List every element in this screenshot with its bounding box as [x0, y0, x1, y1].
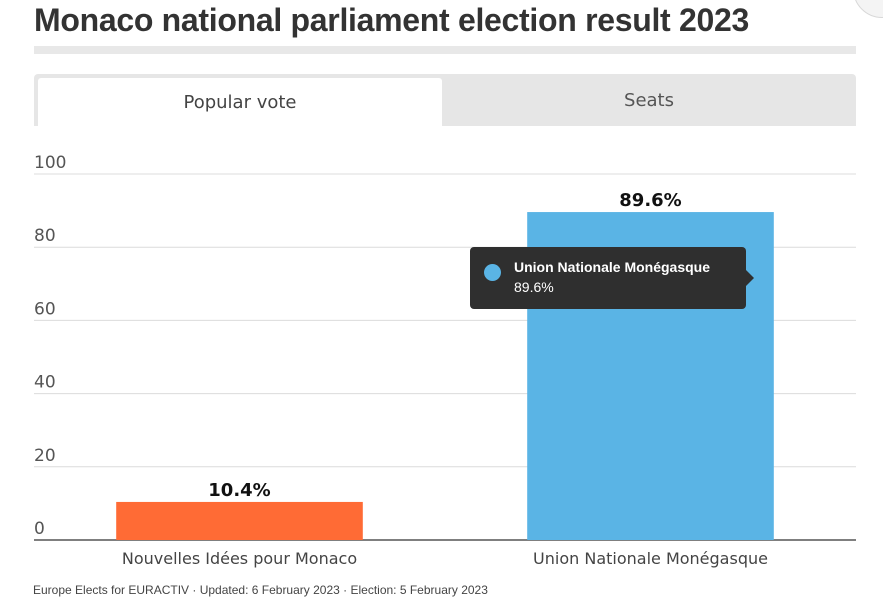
x-category-label: Union Nationale Monégasque: [533, 549, 768, 568]
chart-title: Monaco national parliament election resu…: [34, 2, 749, 38]
y-tick-label: 20: [34, 446, 56, 466]
title-underline: [34, 46, 856, 54]
chart-tabs: Popular vote Seats: [34, 74, 856, 126]
chart-tooltip: Union Nationale Monégasque 89.6%: [470, 247, 754, 309]
tab-seats[interactable]: Seats: [624, 89, 674, 111]
tab-popular-vote[interactable]: Popular vote: [38, 78, 442, 126]
tooltip-color-dot: [484, 264, 501, 281]
bar-data-label: 89.6%: [619, 190, 681, 211]
tooltip-value: 89.6%: [514, 279, 554, 295]
source-footer: Europe Elects for EURACTIV · Updated: 6 …: [33, 583, 488, 597]
y-tick-label: 100: [34, 153, 66, 173]
tooltip-series-name: Union Nationale Monégasque: [514, 259, 711, 275]
bar: [116, 501, 363, 540]
y-tick-label: 80: [34, 226, 56, 246]
y-tick-label: 60: [34, 299, 56, 319]
x-category-label: Nouvelles Idées pour Monaco: [122, 549, 357, 568]
y-tick-label: 40: [34, 373, 56, 393]
bar-data-label: 10.4%: [208, 480, 270, 501]
y-tick-label: 0: [34, 519, 45, 539]
